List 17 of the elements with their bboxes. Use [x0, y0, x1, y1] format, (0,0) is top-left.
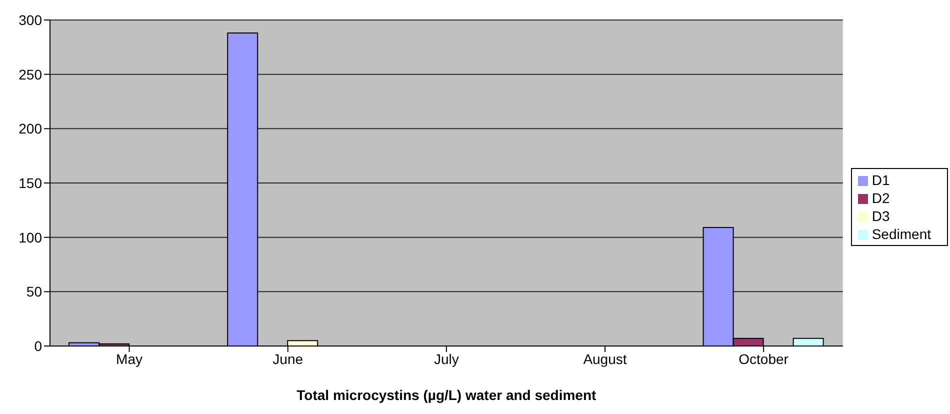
- y-tick-label: 0: [34, 338, 42, 354]
- x-tick-label: October: [738, 350, 789, 367]
- y-tick-label: 250: [18, 66, 42, 82]
- y-tick-label: 100: [18, 229, 42, 246]
- x-tick-label: July: [434, 350, 459, 367]
- x-tick-label: June: [272, 350, 304, 367]
- legend-label: D1: [872, 172, 890, 188]
- y-tick-label: 300: [18, 12, 42, 28]
- x-tick-label: May: [116, 350, 143, 367]
- y-tick-label: 200: [18, 120, 42, 137]
- legend-label: D3: [872, 208, 890, 224]
- x-axis-title: Total microcystins (µg/L) water and sediment: [296, 387, 597, 403]
- y-tick-label: 50: [26, 284, 42, 300]
- x-tick-label: August: [583, 350, 627, 367]
- legend-label: Sediment: [872, 226, 931, 242]
- legend-label: D2: [872, 190, 890, 206]
- y-tick-label: 150: [18, 174, 42, 191]
